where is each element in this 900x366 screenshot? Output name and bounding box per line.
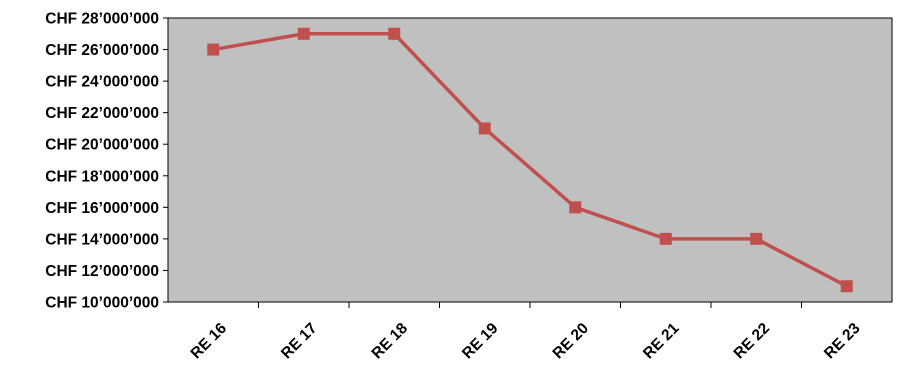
data-point-marker (569, 201, 582, 214)
x-tick-label: RE 16 (188, 320, 231, 363)
x-tick-label: RE 18 (369, 320, 412, 363)
x-tick-label: RE 19 (459, 320, 502, 363)
y-tick-label: CHF 28’000’000 (45, 11, 159, 28)
data-point-marker (207, 43, 220, 56)
data-point-marker (297, 27, 310, 40)
y-tick-label: CHF 16’000’000 (45, 200, 159, 217)
x-tick-label: RE 23 (821, 320, 864, 363)
plot-area (167, 17, 893, 303)
y-tick-label: CHF 24’000’000 (45, 74, 159, 91)
y-tick-label: CHF 12’000’000 (45, 263, 159, 280)
data-point-marker (840, 280, 853, 293)
y-tick-label: CHF 26’000’000 (45, 42, 159, 59)
data-point-marker (388, 27, 401, 40)
series-line (207, 27, 853, 293)
data-point-marker (659, 232, 672, 245)
series-line-path (212, 32, 848, 288)
y-tick-label: CHF 14’000’000 (45, 231, 159, 248)
y-tick-label: CHF 22’000’000 (45, 105, 159, 122)
data-point-marker (478, 122, 491, 135)
y-axis: CHF 10’000’000 CHF 12’000’000 CHF 14’000’0… (45, 11, 168, 312)
y-tick-label: CHF 18’000’000 (45, 168, 159, 185)
y-tick-label: CHF 20’000’000 (45, 137, 159, 154)
x-tick-label: RE 20 (550, 320, 592, 362)
x-axis: RE 16 RE 17 RE 18 RE 19 RE 20 RE 21 RE 22 RE 23 (188, 302, 864, 362)
y-tick-label: CHF 10’000’000 (45, 295, 159, 312)
data-point-marker (750, 232, 763, 245)
x-tick-label: RE 22 (731, 320, 773, 362)
x-tick-label: RE 17 (278, 320, 320, 362)
x-tick-label: RE 21 (640, 320, 683, 363)
